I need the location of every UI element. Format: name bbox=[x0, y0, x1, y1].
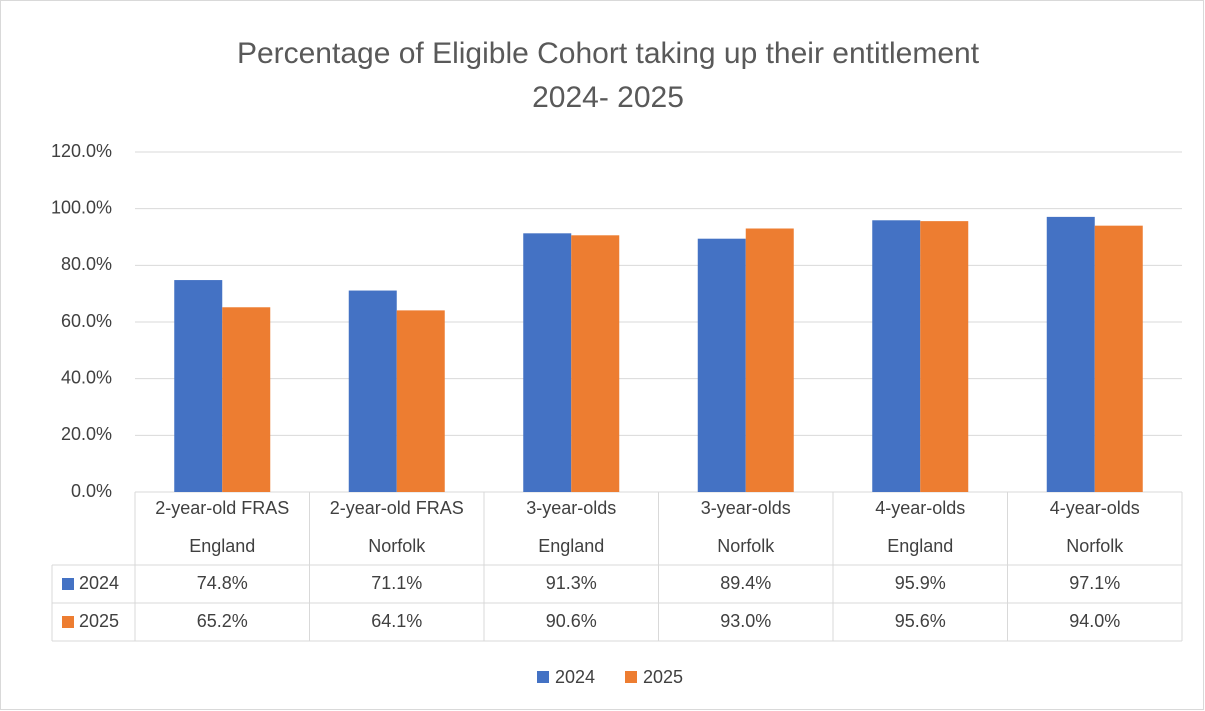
x-tick-label: Norfolk bbox=[368, 536, 426, 556]
x-tick-label: 4-year-olds bbox=[1050, 498, 1140, 518]
legend-label: 2025 bbox=[643, 667, 683, 687]
y-tick-label: 60.0% bbox=[61, 311, 112, 331]
x-tick-label: Norfolk bbox=[1066, 536, 1124, 556]
bar bbox=[697, 238, 746, 492]
y-tick-label: 0.0% bbox=[71, 481, 112, 501]
legend-key bbox=[625, 671, 637, 683]
table-value: 95.6% bbox=[895, 611, 946, 631]
legend-key bbox=[537, 671, 549, 683]
bar bbox=[174, 280, 223, 492]
x-tick-label: 2-year-old FRAS bbox=[155, 498, 289, 518]
bar bbox=[872, 220, 921, 493]
bar bbox=[1094, 225, 1143, 492]
x-tick-label: 2-year-old FRAS bbox=[330, 498, 464, 518]
table-value: 97.1% bbox=[1069, 573, 1120, 593]
chart-title: 2024- 2025 bbox=[532, 81, 684, 114]
table-value: 71.1% bbox=[371, 573, 422, 593]
bar bbox=[920, 221, 969, 492]
x-tick-label: 3-year-olds bbox=[701, 498, 791, 518]
y-tick-label: 120.0% bbox=[51, 141, 112, 161]
y-tick-label: 80.0% bbox=[61, 254, 112, 274]
table-value: 74.8% bbox=[197, 573, 248, 593]
table-value: 94.0% bbox=[1069, 611, 1120, 631]
bar bbox=[745, 228, 794, 492]
y-tick-label: 100.0% bbox=[51, 197, 112, 217]
legend-label: 2024 bbox=[555, 667, 595, 687]
table-value: 89.4% bbox=[720, 573, 771, 593]
bar bbox=[1046, 216, 1095, 492]
bar bbox=[222, 307, 271, 492]
x-tick-label: 3-year-olds bbox=[526, 498, 616, 518]
table-legend-key bbox=[62, 578, 74, 590]
bar bbox=[571, 235, 620, 493]
y-tick-label: 40.0% bbox=[61, 367, 112, 387]
bar bbox=[348, 290, 397, 492]
chart-title: Percentage of Eligible Cohort taking up … bbox=[237, 37, 980, 70]
x-tick-label: 4-year-olds bbox=[875, 498, 965, 518]
table-value: 91.3% bbox=[546, 573, 597, 593]
table-value: 65.2% bbox=[197, 611, 248, 631]
table-series-name: 2024 bbox=[79, 573, 119, 593]
bar bbox=[396, 310, 445, 492]
table-value: 95.9% bbox=[895, 573, 946, 593]
table-value: 90.6% bbox=[546, 611, 597, 631]
table-series-name: 2025 bbox=[79, 611, 119, 631]
table-legend-key bbox=[62, 616, 74, 628]
x-tick-label: England bbox=[189, 536, 255, 556]
table-value: 64.1% bbox=[371, 611, 422, 631]
x-tick-label: England bbox=[538, 536, 604, 556]
y-tick-label: 20.0% bbox=[61, 424, 112, 444]
table-value: 93.0% bbox=[720, 611, 771, 631]
x-tick-label: England bbox=[887, 536, 953, 556]
bar bbox=[523, 233, 572, 493]
x-tick-label: Norfolk bbox=[717, 536, 775, 556]
